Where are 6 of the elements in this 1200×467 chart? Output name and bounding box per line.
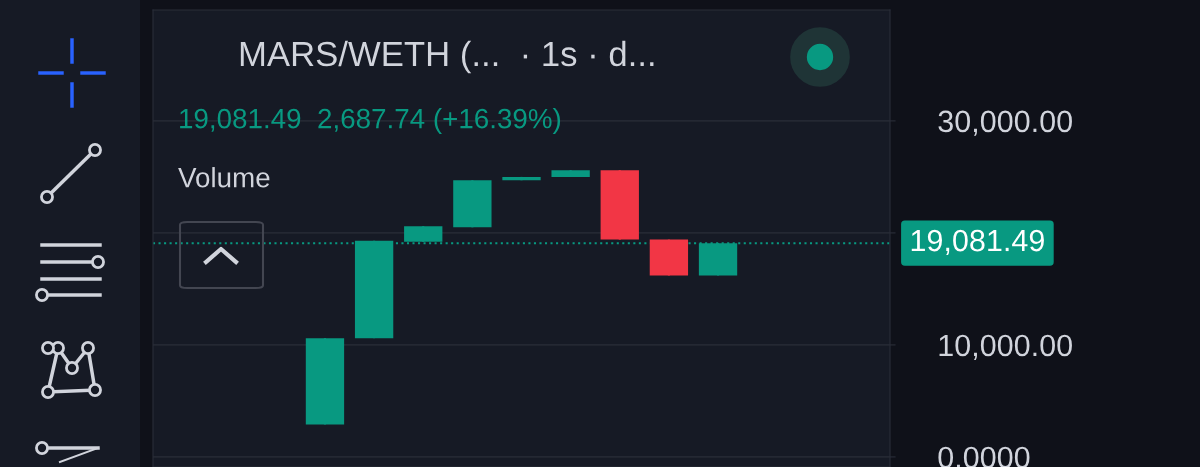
ref-line-label: 19,081.49 [911,229,1044,255]
y-tick-label: 10,000.00 [939,334,1072,360]
text: 19,081.49 2,687.74 (+16.39%) [180,108,561,134]
text: MARS/WETH (... · 1s · d... [240,40,654,74]
annotation: Volume [178,167,270,188]
y-tick-label: 30,000.00 [938,110,1072,136]
